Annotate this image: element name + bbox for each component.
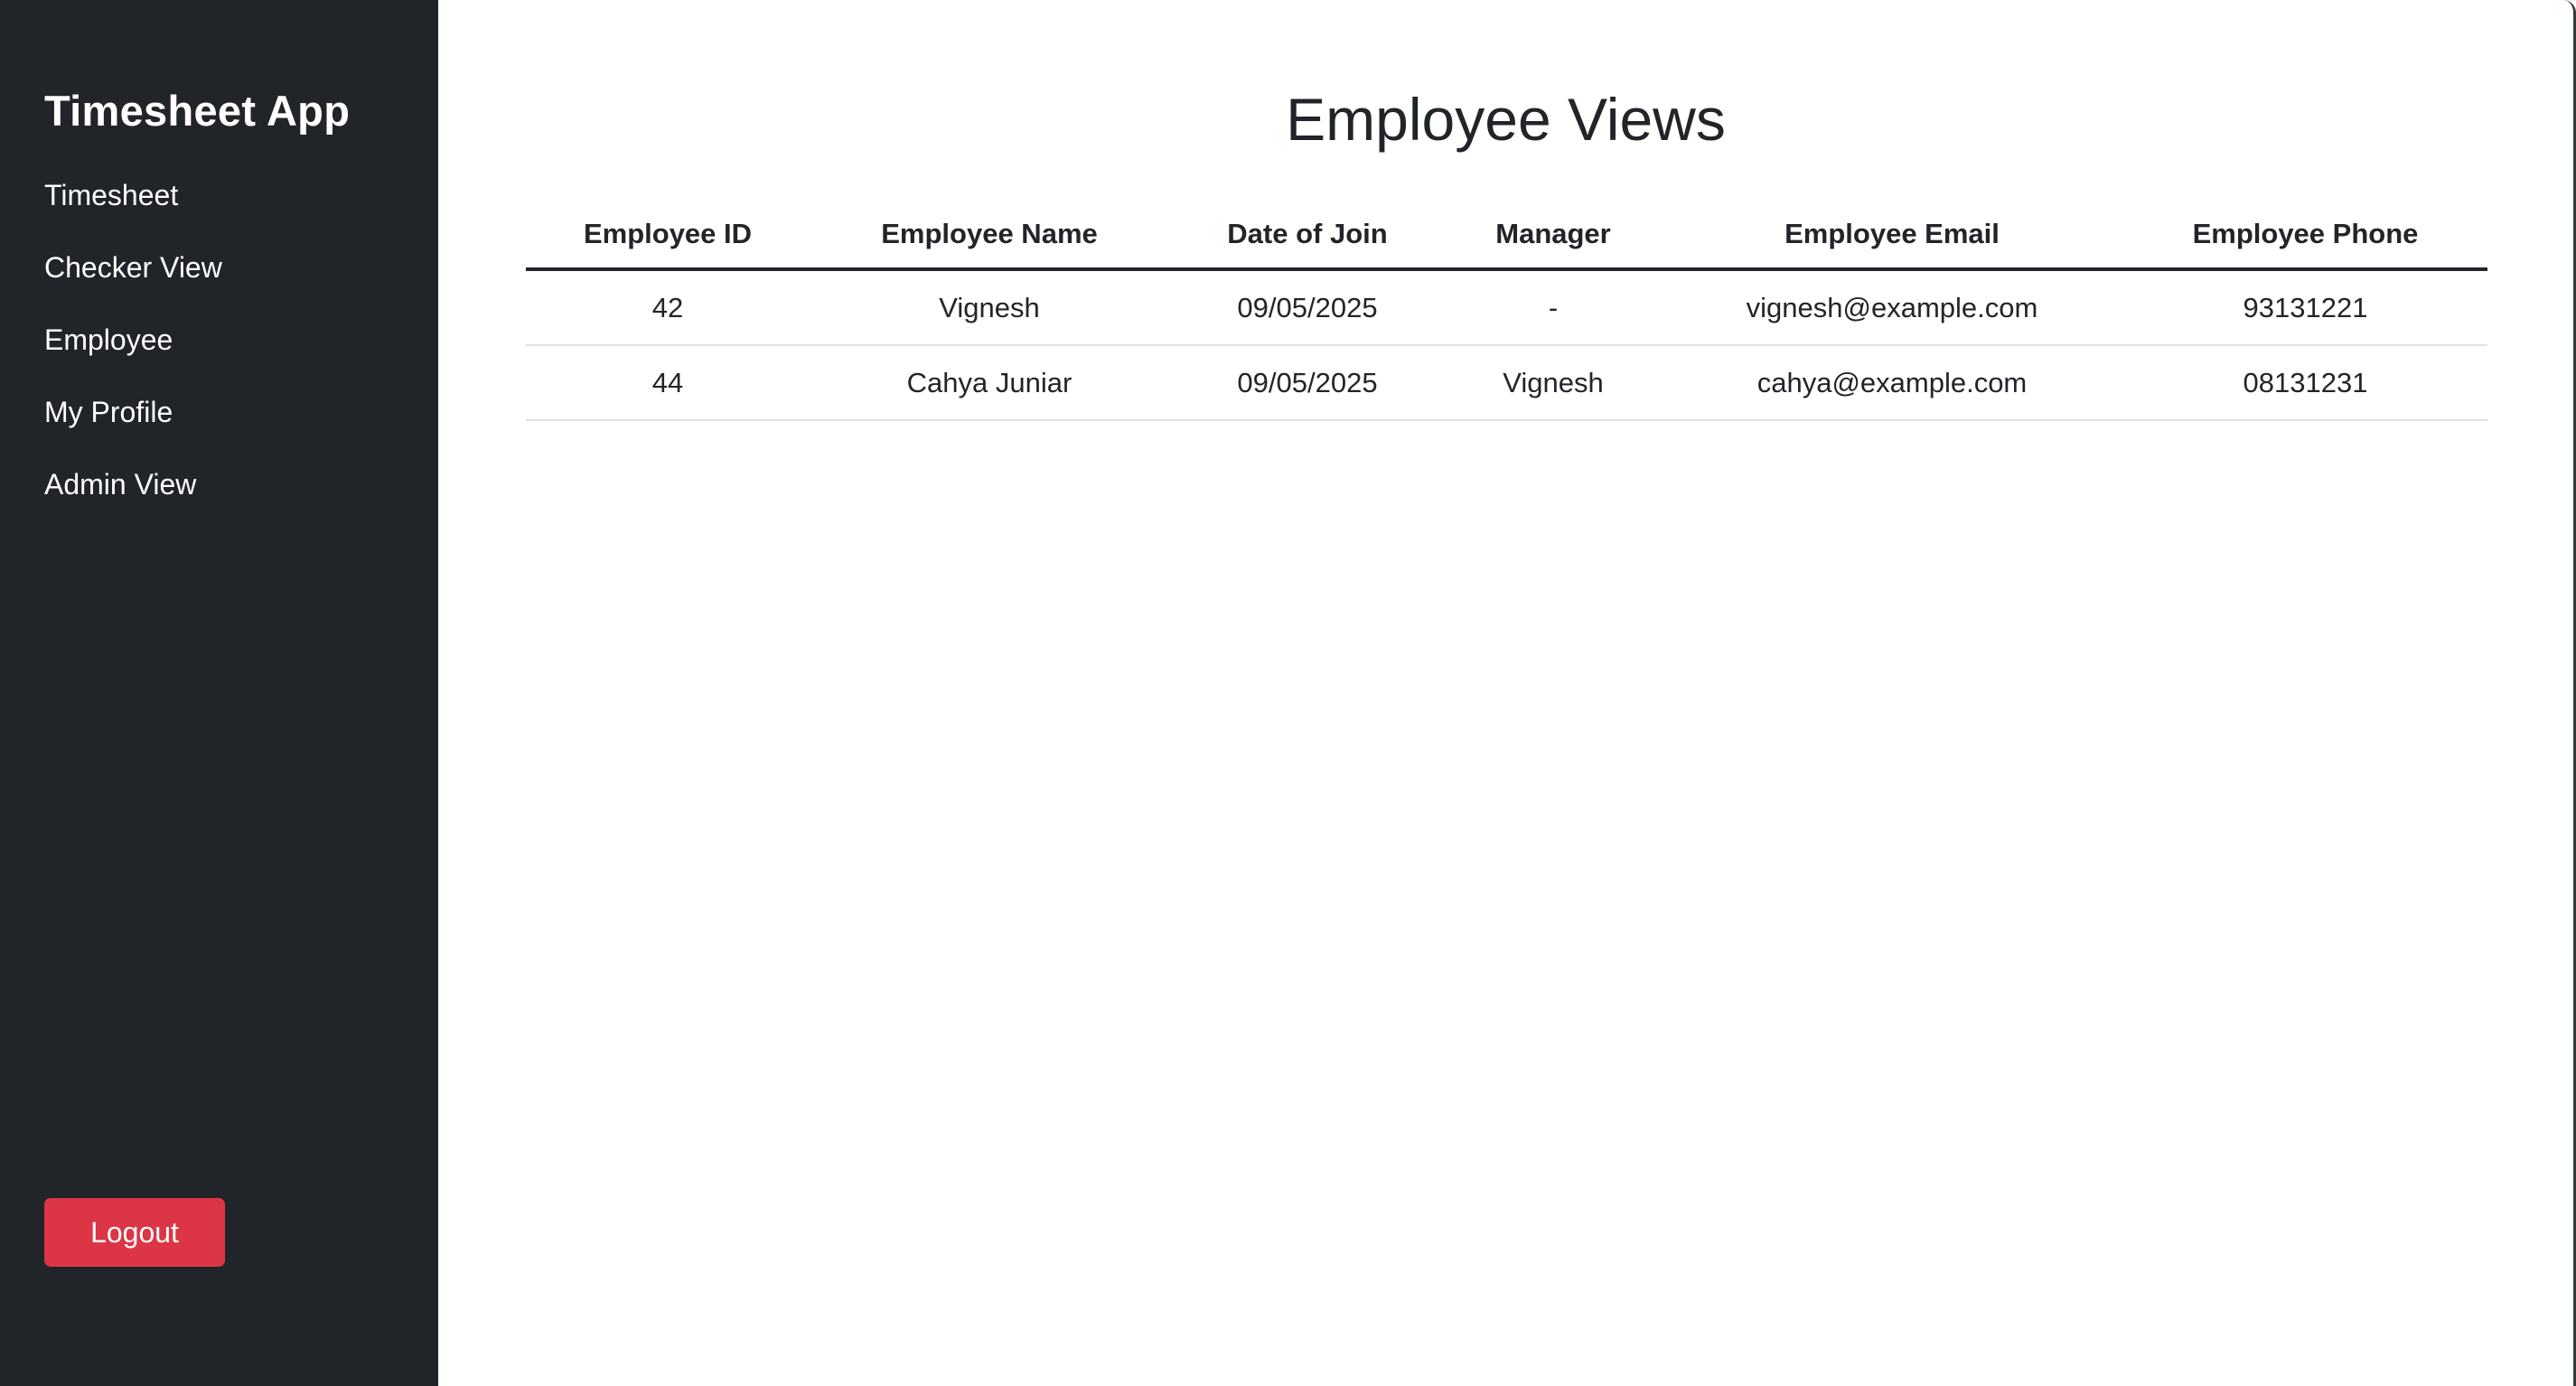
employee-table-container: Employee ID Employee Name Date of Join M…: [526, 201, 2487, 421]
sidebar-item-my-profile[interactable]: My Profile: [44, 396, 173, 428]
column-header-employee-id: Employee ID: [526, 201, 810, 271]
column-header-employee-phone: Employee Phone: [2123, 201, 2487, 271]
sidebar-item-employee[interactable]: Employee: [44, 323, 173, 356]
table-body: 42 Vignesh 09/05/2025 - vignesh@example.…: [526, 269, 2487, 421]
main-content: Employee Views Employee ID Employee Name…: [438, 0, 2576, 1386]
cell-employee-email: cahya@example.com: [1661, 345, 2123, 421]
cell-employee-name: Vignesh: [810, 269, 1169, 346]
sidebar-nav: Timesheet Checker View Employee My Profi…: [44, 175, 438, 537]
app-brand: Timesheet App: [44, 87, 351, 135]
column-header-employee-email: Employee Email: [1661, 201, 2123, 271]
sidebar-item-admin-view[interactable]: Admin View: [44, 468, 197, 501]
column-header-date-of-join: Date of Join: [1169, 201, 1446, 271]
cell-manager: -: [1446, 269, 1661, 346]
cell-employee-email: vignesh@example.com: [1661, 269, 2123, 346]
table-row: 42 Vignesh 09/05/2025 - vignesh@example.…: [526, 269, 2487, 346]
cell-employee-phone: 08131231: [2123, 345, 2487, 421]
sidebar-item-timesheet[interactable]: Timesheet: [44, 179, 179, 211]
cell-date-of-join: 09/05/2025: [1169, 269, 1446, 346]
sidebar-item-checker-view[interactable]: Checker View: [44, 251, 222, 284]
employee-table: Employee ID Employee Name Date of Join M…: [526, 201, 2487, 421]
logout-button[interactable]: Logout: [44, 1198, 225, 1267]
table-header: Employee ID Employee Name Date of Join M…: [526, 201, 2487, 271]
cell-date-of-join: 09/05/2025: [1169, 345, 1446, 421]
cell-employee-phone: 93131221: [2123, 269, 2487, 346]
cell-manager: Vignesh: [1446, 345, 1661, 421]
table-row: 44 Cahya Juniar 09/05/2025 Vignesh cahya…: [526, 345, 2487, 421]
sidebar: Timesheet App Timesheet Checker View Emp…: [0, 0, 438, 1386]
table-header-row: Employee ID Employee Name Date of Join M…: [526, 201, 2487, 271]
page-title: Employee Views: [1286, 86, 1726, 153]
cell-employee-id: 42: [526, 269, 810, 346]
column-header-manager: Manager: [1446, 201, 1661, 271]
cell-employee-id: 44: [526, 345, 810, 421]
column-header-employee-name: Employee Name: [810, 201, 1169, 271]
cell-employee-name: Cahya Juniar: [810, 345, 1169, 421]
